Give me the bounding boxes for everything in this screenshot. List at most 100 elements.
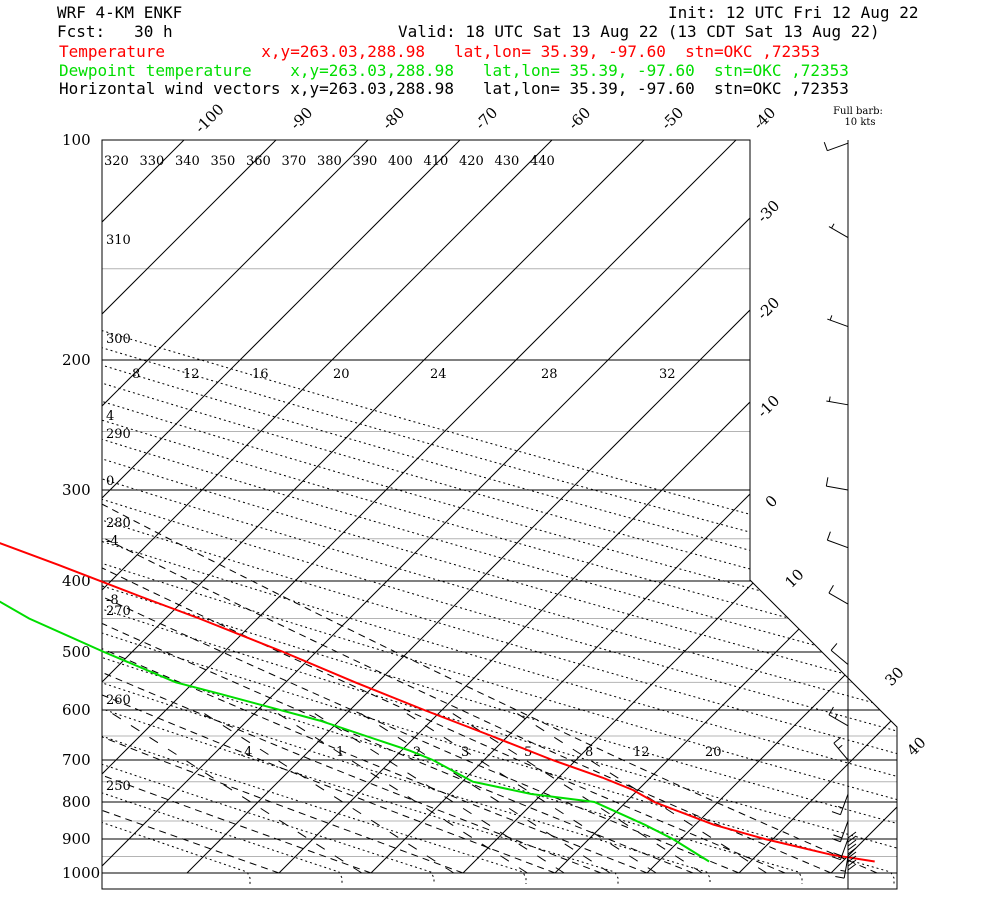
wind-barb [825,477,849,491]
temperature-legend: Temperature x,y=263.03,288.98 lat,lon= 3… [59,42,820,61]
model-title: WRF 4-KM ENKF [57,3,183,22]
wind-barb-flag [828,706,834,716]
wind-barb [835,856,849,879]
wind-barb-cluster [847,839,857,847]
dry-adiabat [102,140,527,884]
wind-barb [831,838,849,861]
theta-label-left: 290 [106,427,131,442]
isotherm-line [278,140,897,874]
isotherm-label: -100 [191,100,228,137]
wind-barb [827,315,849,328]
dry-adiabat [102,140,897,884]
wind-barb-flag [833,736,842,744]
isotherm-line [102,140,645,874]
wind-barb-half [838,805,844,809]
dry-adiabat [102,140,897,884]
dewpoint-profile [0,600,710,863]
isotherm-label: -60 [565,104,595,134]
wind-barb-flag [826,531,831,541]
pressure-label: 700 [62,751,91,769]
wind-barb-staff [827,539,849,549]
wind-barb-staff [843,856,849,879]
plot-body [102,140,1000,884]
wind-barb-half [828,396,831,402]
moist-adiabat [102,144,740,874]
wind-barb-flag [835,876,845,879]
wind-barb [831,820,849,843]
isotherm-line [102,140,829,874]
theta-label: 380 [317,154,342,169]
isotherm-line [462,140,897,874]
moist-adiabat [102,144,372,874]
isotherm-label: -10 [754,392,784,422]
dry-adiabat [102,140,897,884]
wind-barb-staff [826,485,849,491]
pressure-label: 200 [62,351,91,369]
left-small-label: -4 [106,534,119,549]
mixing-ratio-label: 20 [705,745,722,760]
mixing-ratio-line [400,709,657,874]
isotherm-line [186,140,897,874]
wind-barb-staff [828,592,849,605]
wind-barb-cluster [847,851,857,859]
wind-barb [828,706,849,727]
isotherm-label: 10 [781,565,807,591]
wind-barb-staff [828,226,849,239]
isotherm-line [102,140,277,874]
wind-barb-staff [827,142,849,152]
isotherm-label: -70 [472,104,502,134]
wind-barb-staff [827,318,849,328]
wind-barb-staff [826,400,849,406]
isotherm-line [923,140,1000,873]
init-time: Init: 12 UTC Fri 12 Aug 22 [668,3,919,22]
thetae-label: 28 [541,367,558,382]
wind-barb-half [831,223,835,229]
dry-adiabat [102,140,897,884]
wind-barb-cluster [847,847,857,855]
moist-adiabat [102,144,832,874]
pressure-label: 300 [62,481,91,499]
dry-adiabat [102,140,803,884]
isotherm-label: -30 [754,197,784,227]
isotherm-line [102,140,185,874]
wind-barb-flag [823,142,828,151]
wind-barb-flag [833,852,843,857]
isotherm-label: -20 [754,294,784,324]
theta-label: 390 [353,154,378,169]
wind-barb-flag [830,643,838,651]
wind-barb-flag [831,856,841,861]
mixing-ratio-label: 1 [336,745,344,760]
wind-barb-cluster [847,863,857,871]
isotherm-line [738,140,897,874]
wind-barb-half [834,713,838,719]
wind-barb-staff [828,714,849,727]
mixing-ratio-label: 12 [633,745,650,760]
isotherm-line [102,140,369,874]
pressure-label: 900 [62,830,91,848]
dry-adiabat [102,140,897,884]
thetae-label: 32 [659,367,676,382]
wind-barb-cluster [847,859,857,867]
theta-label-left: 300 [106,332,131,347]
moist-adiabat [102,144,648,874]
theta-label: 340 [175,154,200,169]
theta-label-left: 260 [106,693,131,708]
mixing-ratio-label: 5 [524,745,532,760]
theta-label-left: 270 [106,604,131,619]
dry-adiabat [102,140,619,884]
mixing-ratio-line [308,709,565,874]
dry-adiabat [102,140,897,884]
isotherm-label: 30 [881,663,907,689]
wind-barb-staff [840,820,849,842]
wind-barb-half [840,869,846,872]
wind-barb-cluster [847,843,857,851]
mixing-ratio-line [511,709,767,874]
dry-adiabat [102,140,897,884]
dry-adiabat [102,140,895,884]
dry-adiabat [102,140,897,884]
wind-barb [828,223,849,239]
isotherm-line [554,140,897,874]
mixing-ratio-line [446,709,703,874]
isotherm-label: -40 [750,104,780,134]
theta-label-left: 250 [106,779,131,794]
